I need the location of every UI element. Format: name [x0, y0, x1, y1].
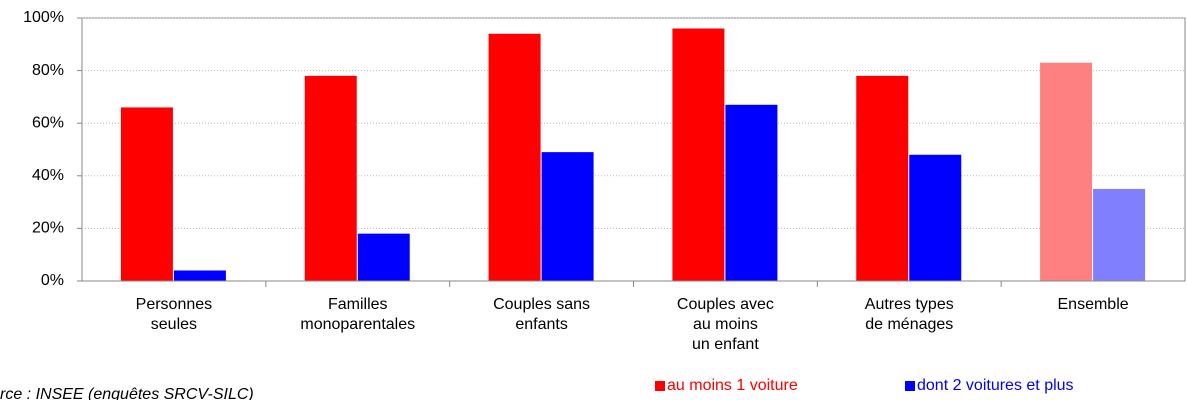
y-tick-label: 80% — [32, 62, 64, 79]
x-tick-label: Ensemble — [1057, 296, 1129, 313]
bar — [672, 28, 725, 281]
legend-label: dont 2 voitures et plus — [917, 377, 1074, 394]
legend-item: au moins 1 voiture — [655, 377, 798, 395]
bar — [488, 33, 541, 281]
bar — [1093, 188, 1146, 281]
x-tick-label: Familles monoparentales — [300, 296, 416, 333]
bar — [909, 154, 962, 281]
y-tick-label: 0% — [41, 272, 64, 289]
legend-swatch — [905, 381, 915, 391]
bar — [357, 233, 410, 281]
x-tick-label: Couples sans enfants — [493, 296, 591, 333]
bar — [120, 107, 173, 281]
x-tick-label: Couples avec au moins un enfant — [676, 296, 774, 353]
legend-item: dont 2 voitures et plus — [905, 377, 1074, 395]
bar — [304, 75, 357, 281]
y-tick-label: 20% — [32, 220, 64, 237]
bar — [725, 104, 778, 281]
x-tick-label: Autres types de ménages — [864, 296, 954, 333]
bar — [541, 152, 594, 281]
bar — [1040, 62, 1093, 282]
y-tick-label: 60% — [32, 114, 64, 131]
legend-label: au moins 1 voiture — [667, 377, 798, 394]
plot-area — [81, 17, 1186, 282]
x-tick-label: Personnes seules — [135, 296, 213, 333]
bar — [173, 270, 226, 281]
y-tick-label: 40% — [32, 167, 64, 184]
bar — [856, 75, 909, 281]
source-note: rce : INSEE (enquêtes SRCV-SILC) — [0, 386, 254, 400]
legend-swatch — [655, 381, 665, 391]
y-tick-label: 100% — [23, 9, 64, 26]
